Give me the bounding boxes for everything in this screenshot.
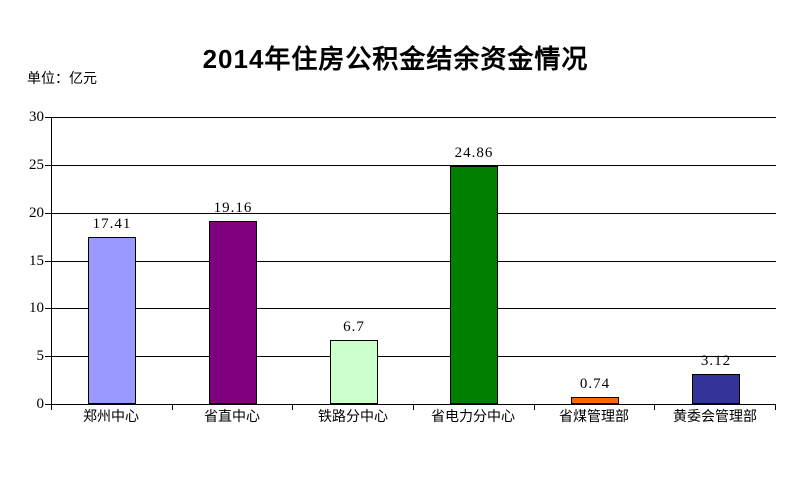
category-label: 铁路分中心	[318, 410, 388, 425]
y-tick-label: 10	[29, 300, 44, 317]
bar	[692, 374, 740, 404]
x-tick-mark	[413, 404, 414, 410]
y-tick-label: 30	[29, 109, 44, 125]
bar	[88, 237, 136, 404]
x-tick-mark	[51, 404, 52, 410]
y-tick-label: 20	[29, 204, 44, 221]
y-tick-mark	[45, 117, 51, 118]
category-label: 省直中心	[204, 410, 260, 425]
x-tick-mark	[534, 404, 535, 410]
bar-value-label: 17.41	[92, 216, 132, 232]
category-label: 郑州中心	[83, 410, 139, 425]
y-tick-mark	[45, 404, 51, 405]
chart-title: 2014年住房公积金结余资金情况	[202, 44, 589, 74]
x-tick-mark	[292, 404, 293, 410]
bar	[330, 340, 378, 404]
x-tick-mark	[775, 404, 776, 410]
bar-value-label: 3.12	[700, 353, 732, 369]
y-tick-label: 25	[29, 156, 44, 173]
category-label: 省煤管理部	[559, 410, 629, 425]
bar	[209, 221, 257, 404]
category-label: 黄委会管理部	[673, 410, 757, 425]
gridline	[52, 164, 776, 166]
y-tick-mark	[45, 308, 51, 310]
gridline	[52, 212, 776, 214]
x-tick-mark	[172, 404, 173, 410]
gridline	[52, 356, 776, 358]
gridline	[52, 117, 776, 118]
plot-area: 17.41 19.16 6.7 24.86 0.74 3.12	[51, 117, 776, 405]
bar-value-label: 19.16	[213, 200, 253, 216]
y-tick-mark	[45, 212, 51, 214]
category-label: 省电力分中心	[431, 410, 515, 425]
y-tick-label: 5	[36, 348, 45, 365]
bar	[450, 166, 498, 404]
gridline	[52, 260, 776, 262]
y-tick-mark	[45, 164, 51, 166]
y-tick-mark	[45, 260, 51, 262]
bar-value-label: 6.7	[343, 319, 365, 335]
gridline	[52, 308, 776, 310]
y-tick-mark	[45, 356, 51, 358]
bar	[571, 397, 619, 404]
x-tick-mark	[654, 404, 655, 410]
bar-value-label: 24.86	[454, 145, 494, 161]
y-tick-label: 15	[29, 252, 44, 269]
bar-value-label: 0.74	[579, 376, 611, 392]
unit-label: 单位：亿元	[27, 72, 97, 87]
y-tick-label: 0	[36, 396, 45, 412]
